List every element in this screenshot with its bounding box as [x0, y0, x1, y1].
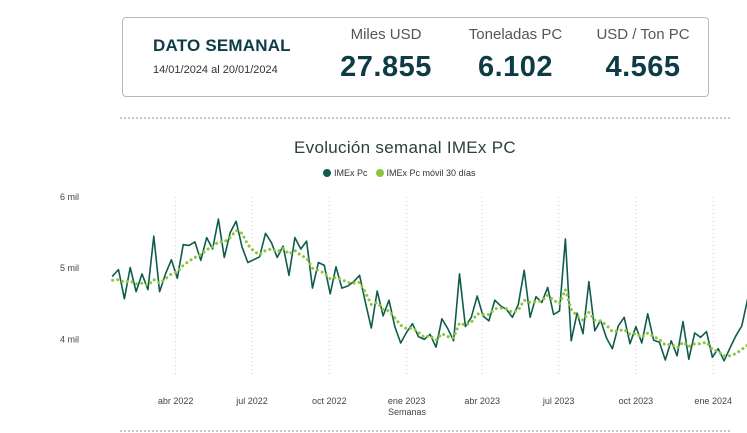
chart-legend: IMEx Pc IMEx Pc móvil 30 días	[323, 168, 484, 178]
x-tick-label: oct 2022	[312, 396, 347, 406]
divider	[120, 430, 730, 432]
kpi-value: 6.102	[477, 51, 554, 83]
x-axis-title: Semanas	[388, 407, 427, 417]
legend-item-moving-average[interactable]: IMEx Pc móvil 30 días	[375, 168, 476, 178]
line-chart: abr 2022 jul 2022 oct 2022 ene 2023 abr 2023…	[60, 192, 747, 417]
series-line-imex	[111, 218, 747, 362]
chart-title: Evolución semanal IMEx PC	[294, 138, 516, 157]
x-tick-label: jul 2022	[235, 396, 268, 406]
kpi-label: USD / Ton PC	[596, 26, 690, 43]
series-line-moving-average	[111, 229, 747, 358]
x-tick-label: jul 2023	[542, 396, 575, 406]
divider	[120, 117, 730, 119]
x-tick-label: ene 2024	[694, 396, 732, 406]
x-tick-label: abr 2023	[464, 396, 500, 406]
weekly-data-card: DATO SEMANAL 14/01/2024 al 20/01/2024 Mi…	[122, 17, 709, 97]
x-tick-label: abr 2022	[158, 396, 194, 406]
kpi-value: 4.565	[605, 51, 681, 83]
x-tick-label: oct 2023	[619, 396, 654, 406]
x-tick-label: ene 2023	[388, 396, 426, 406]
legend-marker-icon	[375, 169, 384, 177]
y-tick-label: 6 mil	[60, 192, 79, 202]
kpi-usd-per-ton: USD / Ton PC 4.565	[588, 26, 698, 84]
kpi-label: Miles USD	[350, 26, 422, 43]
kpi-miles-usd: Miles USD 27.855	[326, 26, 446, 84]
card-title: DATO SEMANAL	[153, 36, 291, 55]
date-range: 14/01/2024 al 20/01/2024	[153, 64, 278, 76]
legend-label: IMEx Pc móvil 30 días	[386, 168, 476, 178]
legend-label: IMEx Pc	[334, 168, 368, 178]
kpi-toneladas-pc: Toneladas PC 6.102	[453, 26, 578, 84]
y-tick-label: 4 mil	[60, 334, 79, 344]
legend-item-imex[interactable]: IMEx Pc	[323, 168, 368, 178]
legend-marker-icon	[323, 169, 331, 177]
kpi-label: Toneladas PC	[468, 26, 563, 43]
kpi-value: 27.855	[340, 51, 432, 83]
y-tick-label: 5 mil	[60, 263, 79, 273]
